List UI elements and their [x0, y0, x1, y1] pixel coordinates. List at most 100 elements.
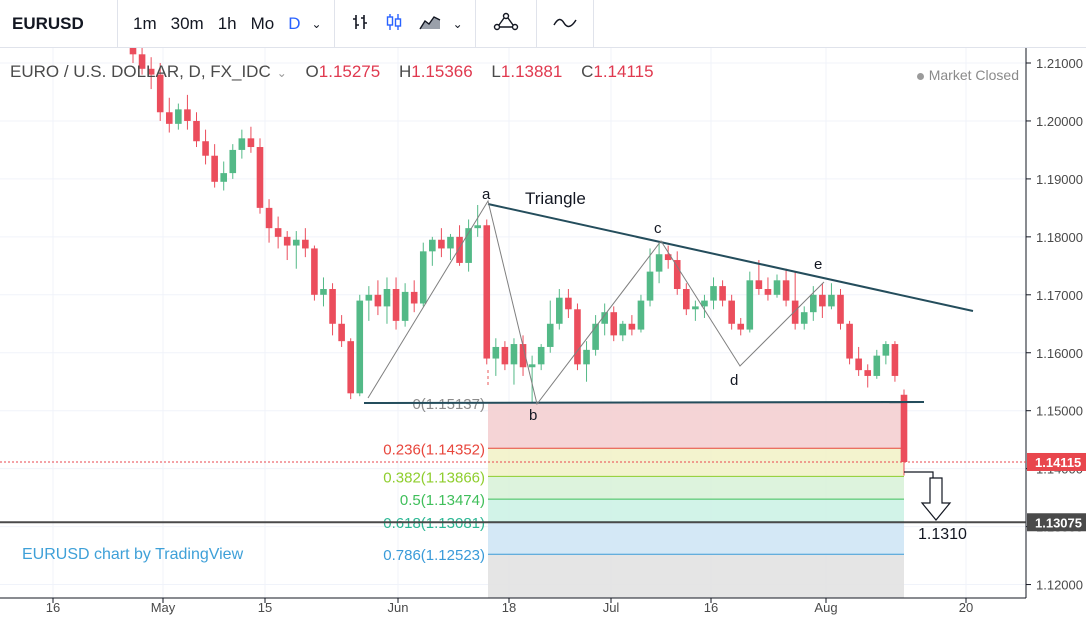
candle-body	[438, 239, 445, 249]
symbol-search-button[interactable]: EURUSD	[0, 0, 118, 48]
fib-level-label: 0.236(1.14352)	[383, 441, 485, 458]
candle-body	[800, 312, 808, 324]
candle-body	[601, 312, 608, 324]
candle-body	[556, 297, 563, 324]
fib-level-label: 0.382(1.13866)	[383, 469, 485, 486]
low-value: 1.13881	[500, 62, 563, 81]
candle-body	[156, 74, 164, 113]
interval-1h-button[interactable]: 1h	[217, 13, 237, 33]
x-tick-label: 20	[959, 600, 973, 615]
wave-label-d: d	[730, 372, 738, 389]
candle-body	[211, 155, 218, 182]
candle-body	[429, 239, 436, 252]
tradingview-credit-link[interactable]: EURUSD chart by TradingView	[22, 546, 244, 563]
legend-title[interactable]: EURO / U.S. DOLLAR, D, FX_IDC	[10, 62, 271, 81]
price-chart[interactable]: 0(1.15137) 0.236(1.14352) 0.382(1.13866) 0.…	[0, 48, 1086, 620]
candle-body	[782, 280, 790, 301]
candle-body	[302, 239, 309, 249]
candle-body	[837, 294, 844, 324]
candlestick-icon[interactable]	[377, 12, 411, 36]
triangle-pattern-drawing: a Triangle b c d e 1.1310	[363, 186, 974, 543]
indicators-group	[537, 0, 594, 48]
x-tick-label: 15	[258, 600, 272, 615]
compare-icon[interactable]	[484, 12, 528, 36]
x-axis-labels: 16 May 15 Jun 18 Jul 16 Aug 20	[46, 598, 973, 615]
close-value: 1.14115	[593, 62, 654, 81]
candle-body	[456, 236, 463, 263]
market-status: Market Closed	[916, 67, 1019, 83]
x-tick-label: Aug	[814, 600, 837, 615]
candle-body	[320, 289, 327, 295]
candle-body	[828, 294, 835, 307]
candle-body	[719, 286, 726, 301]
candle-body	[510, 344, 518, 365]
candle-body	[256, 147, 264, 208]
x-tick-label: 18	[502, 600, 516, 615]
target-label: 1.1310	[918, 526, 967, 543]
candle-body	[220, 173, 228, 182]
candle-body	[165, 112, 173, 124]
candle-body	[683, 289, 690, 310]
candle-body	[410, 291, 418, 304]
candle-body	[664, 254, 672, 261]
candle-body	[501, 346, 509, 365]
candle-body	[809, 294, 817, 313]
low-label: L	[491, 62, 501, 81]
bar-chart-icon[interactable]	[343, 12, 377, 36]
candle-body	[519, 344, 527, 368]
chevron-down-icon[interactable]: ⌄	[452, 16, 463, 31]
last-price-tag	[1027, 452, 1086, 471]
candle-body	[701, 300, 708, 307]
triangle-lower-trendline[interactable]	[363, 401, 925, 404]
candle-body	[338, 323, 345, 342]
open-value: 1.15275	[318, 62, 381, 81]
interval-30m-button[interactable]: 30m	[170, 13, 204, 33]
down-arrow-icon	[920, 477, 952, 521]
candle-body	[610, 312, 618, 336]
chart-toolbar: EURUSD 1m 30m 1h Mo D ⌄ ⌄	[0, 0, 1086, 48]
indicators-icon[interactable]	[545, 12, 585, 36]
candle-body	[746, 280, 754, 330]
chevron-down-icon[interactable]: ⌄	[311, 16, 322, 31]
x-tick-label: May	[151, 600, 176, 615]
compare-group	[476, 0, 537, 48]
status-dot-icon	[916, 72, 924, 80]
candle-body	[619, 323, 627, 336]
candle-body	[855, 358, 862, 371]
candle-body	[401, 291, 409, 321]
level-price-tag	[1027, 513, 1086, 532]
candle-body	[574, 309, 581, 365]
candle-body	[673, 260, 681, 290]
area-chart-icon[interactable]	[411, 12, 449, 36]
candle-body	[356, 300, 364, 394]
candle-body	[365, 294, 373, 301]
candle-body	[229, 149, 237, 174]
fib-band	[488, 499, 904, 522]
candle-body	[773, 280, 781, 295]
candle-body	[900, 394, 908, 462]
candle-body	[184, 109, 191, 121]
fibonacci-retracement: 0(1.15137) 0.236(1.14352) 0.382(1.13866) 0.…	[383, 396, 904, 598]
candle-body	[692, 306, 699, 310]
candle-body	[528, 364, 536, 368]
candle-body	[202, 141, 209, 156]
candle-body	[755, 280, 763, 290]
candle-body	[791, 300, 799, 324]
x-tick-label: 16	[46, 600, 60, 615]
candle-body	[311, 248, 318, 295]
candle-body	[764, 289, 772, 295]
candle-body	[864, 370, 872, 376]
triangle-upper-trendline[interactable]	[487, 203, 974, 312]
y-tick-label: 1.18000	[1036, 230, 1083, 245]
interval-1m-button[interactable]: 1m	[133, 13, 157, 33]
candle-body	[374, 294, 382, 307]
wave-path	[367, 199, 825, 406]
candle-body	[329, 289, 336, 324]
candle-body	[646, 271, 654, 301]
candle-body	[447, 236, 454, 249]
interval-mo-button[interactable]: Mo	[250, 13, 275, 33]
market-status-text: Market Closed	[928, 67, 1019, 83]
wave-label-b: b	[529, 407, 537, 424]
chevron-down-icon[interactable]: ⌄	[276, 66, 287, 80]
interval-d-button[interactable]: D	[288, 13, 301, 33]
